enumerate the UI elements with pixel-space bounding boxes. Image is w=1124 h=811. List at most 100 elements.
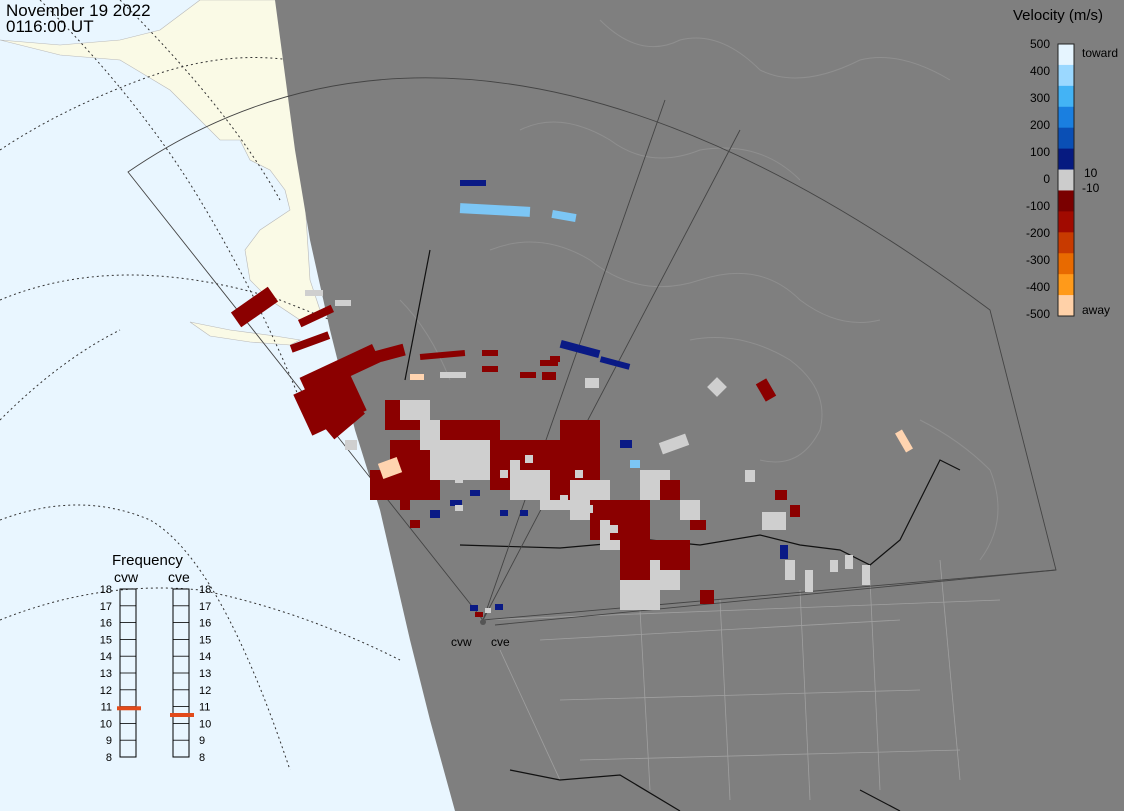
velocity-cell bbox=[775, 490, 787, 500]
freq-column-cve bbox=[172, 588, 190, 758]
velocity-cell bbox=[482, 350, 498, 356]
velocity-cell bbox=[420, 420, 440, 450]
velocity-cell bbox=[470, 460, 478, 468]
velocity-cell bbox=[419, 350, 466, 360]
velocity-cell bbox=[530, 480, 538, 488]
velocity-cell bbox=[315, 390, 365, 440]
colorbar-segment bbox=[1058, 232, 1074, 254]
velocity-cell bbox=[482, 366, 498, 372]
freq-tick-left: 14 bbox=[100, 651, 112, 663]
velocity-cell bbox=[230, 286, 279, 328]
colorbar-tick-label: -500 bbox=[1026, 307, 1050, 321]
velocity-cell bbox=[785, 560, 795, 580]
velocity-cell bbox=[895, 429, 913, 453]
velocity-cell bbox=[745, 470, 755, 482]
colorbar-segment bbox=[1058, 85, 1074, 108]
freq-tick-left: 12 bbox=[100, 685, 112, 697]
velocity-cell bbox=[559, 339, 601, 359]
velocity-cell bbox=[700, 590, 714, 604]
velocity-cell bbox=[289, 331, 331, 353]
freq-tick-left: 11 bbox=[101, 702, 112, 714]
colorbar-segment bbox=[1058, 64, 1074, 87]
freq-marker-cve bbox=[170, 713, 194, 717]
velocity-cell bbox=[455, 505, 463, 511]
velocity-cell bbox=[660, 540, 690, 570]
freq-tick-left: 8 bbox=[106, 752, 112, 764]
state-borders bbox=[479, 559, 1001, 801]
colorbar-tick-label: 0 bbox=[1043, 172, 1050, 186]
colorbar-segment bbox=[1058, 211, 1074, 233]
threshold-neg-label: -10 bbox=[1082, 181, 1100, 195]
velocity-cell bbox=[460, 180, 486, 186]
velocity-cell bbox=[440, 372, 466, 378]
velocity-cell bbox=[410, 374, 424, 380]
velocity-cell bbox=[459, 203, 531, 217]
velocity-cell bbox=[540, 360, 558, 366]
colorbar-tick-label: -300 bbox=[1026, 253, 1050, 267]
freq-scale: 18 18 17 17 16 16 15 15 14 14 13 13 12 12 11 11 10 10 9 9 8 8 bbox=[100, 584, 212, 764]
coastlines bbox=[399, 19, 999, 561]
velocity-cell bbox=[660, 480, 680, 500]
colorbar-tick-label: 200 bbox=[1030, 118, 1050, 132]
freq-tick-right: 18 bbox=[199, 584, 211, 596]
velocity-cell bbox=[755, 378, 777, 402]
colorbar-segment bbox=[1058, 253, 1074, 275]
colorbar-tick-label: -200 bbox=[1026, 226, 1050, 240]
colorbar-segment bbox=[1058, 127, 1074, 150]
colorbar-segment bbox=[1058, 148, 1074, 171]
freq-tick-left: 13 bbox=[100, 668, 112, 680]
fov-outlines bbox=[127, 77, 1057, 626]
velocity-cell bbox=[560, 420, 600, 440]
velocity-cell bbox=[293, 369, 367, 436]
velocity-cell bbox=[485, 608, 491, 613]
freq-tick-left: 15 bbox=[100, 634, 112, 646]
radar-site-marker bbox=[480, 619, 486, 625]
velocity-cell bbox=[440, 450, 448, 458]
freq-tick-right: 17 bbox=[199, 601, 211, 613]
colorbar-title: Velocity (m/s) bbox=[1013, 7, 1103, 24]
freq-tick-right: 11 bbox=[199, 702, 210, 714]
freq-tick-right: 12 bbox=[199, 685, 211, 697]
aleutian-land bbox=[189, 321, 301, 346]
velocity-cell bbox=[585, 378, 599, 388]
velocity-cell bbox=[450, 500, 462, 506]
freq-tick-right: 15 bbox=[199, 634, 211, 646]
velocity-cell bbox=[335, 300, 351, 306]
site-label-cvw: cvw bbox=[451, 635, 472, 649]
colorbar-gradient bbox=[1058, 44, 1074, 317]
colorbar-tick-label: -400 bbox=[1026, 280, 1050, 294]
velocity-cell bbox=[475, 612, 483, 617]
velocity-cell bbox=[830, 560, 838, 572]
velocity-cell bbox=[551, 209, 577, 223]
freq-tick-right: 10 bbox=[199, 718, 211, 730]
velocity-cell bbox=[620, 440, 632, 448]
colorbar-tick-label: 100 bbox=[1030, 145, 1050, 159]
away-label: away bbox=[1082, 303, 1110, 317]
colorbar-segment bbox=[1058, 274, 1074, 296]
velocity-cell bbox=[500, 510, 508, 516]
colorbar-segment bbox=[1058, 190, 1074, 212]
velocity-cell bbox=[550, 356, 560, 362]
velocity-cell bbox=[470, 605, 478, 611]
frequency-panel: Frequency cvw cve 18 18 17 17 16 16 15 15 14 14 13… bbox=[100, 552, 212, 764]
velocity-cell bbox=[575, 470, 583, 478]
freq-column-cvw bbox=[119, 588, 137, 758]
velocity-colorbar: Velocity (m/s) 500 400 300 200 100 0 -100 -200 -… bbox=[1013, 7, 1118, 321]
velocity-cell bbox=[762, 512, 786, 530]
velocity-cell bbox=[470, 490, 480, 496]
velocity-cell bbox=[430, 510, 440, 518]
freq-label-cve: cve bbox=[168, 569, 190, 585]
velocity-cells bbox=[230, 180, 913, 617]
colorbar-frame bbox=[1057, 43, 1075, 317]
velocity-cell bbox=[400, 400, 430, 420]
colorbar-tick-label: -100 bbox=[1026, 199, 1050, 213]
freq-marker-cvw bbox=[117, 706, 141, 711]
velocity-cell bbox=[400, 500, 410, 510]
velocity-cell bbox=[525, 455, 533, 463]
freq-tick-left: 16 bbox=[100, 618, 112, 630]
freq-tick-left: 18 bbox=[100, 584, 112, 596]
site-label-cve: cve bbox=[491, 635, 510, 649]
freq-tick-right: 9 bbox=[199, 735, 205, 747]
freq-label-cvw: cvw bbox=[114, 569, 139, 585]
